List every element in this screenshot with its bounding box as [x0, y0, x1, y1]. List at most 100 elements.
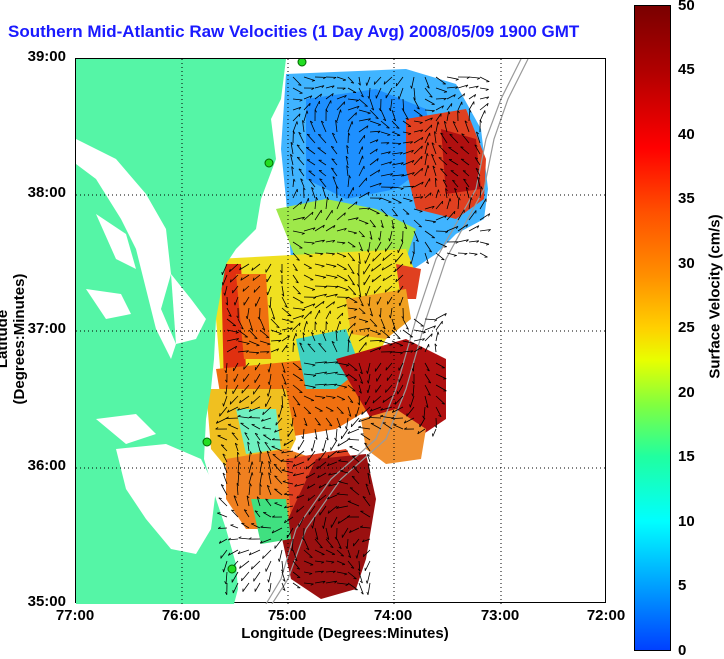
current-arrow-head	[380, 407, 383, 411]
current-arrow-head	[355, 555, 358, 559]
current-arrow-head	[394, 401, 397, 405]
current-arrow	[314, 85, 325, 89]
current-arrow-head	[221, 282, 224, 286]
current-arrow	[367, 454, 371, 463]
current-arrow-head	[353, 316, 357, 319]
current-arrow-head	[400, 162, 404, 165]
current-arrow	[435, 373, 447, 380]
current-arrow	[292, 121, 298, 133]
current-arrow	[370, 423, 382, 430]
current-arrow	[248, 461, 253, 474]
current-arrow	[303, 95, 313, 100]
current-arrow-head	[358, 419, 361, 422]
current-arrow-head	[319, 178, 323, 181]
colorbar-tick: 35	[678, 190, 695, 207]
current-arrow	[366, 571, 371, 584]
current-arrow-head	[373, 325, 378, 327]
current-arrow-head	[325, 321, 329, 325]
current-arrow	[231, 432, 239, 441]
current-arrow-head	[218, 540, 222, 544]
current-arrow	[335, 428, 338, 441]
current-arrow-head	[367, 191, 370, 195]
current-arrow	[292, 178, 295, 188]
current-arrow	[264, 442, 272, 452]
current-arrow	[347, 582, 358, 591]
current-arrow	[218, 527, 228, 529]
current-arrow-head	[236, 482, 240, 486]
current-arrow	[239, 263, 250, 271]
current-arrow-head	[351, 259, 355, 262]
current-arrow-head	[301, 233, 305, 235]
current-arrow	[303, 560, 314, 566]
current-arrow-head	[351, 272, 355, 275]
current-arrow-head	[248, 537, 252, 540]
current-arrow	[443, 121, 448, 133]
current-arrow	[435, 200, 444, 210]
current-arrow	[380, 415, 393, 419]
current-arrow	[347, 560, 355, 569]
current-arrow-head	[280, 405, 284, 409]
current-arrow	[385, 362, 393, 371]
current-arrow	[452, 121, 459, 133]
current-arrow-head	[422, 331, 426, 334]
current-arrow-head	[325, 437, 329, 441]
current-arrow	[479, 110, 486, 122]
current-arrow	[274, 502, 283, 507]
current-arrow	[417, 428, 426, 435]
current-arrow-head	[299, 99, 303, 102]
current-arrow-head	[354, 322, 356, 326]
current-arrow-head	[315, 197, 318, 201]
current-arrow-head	[218, 497, 222, 499]
current-arrow	[292, 582, 301, 589]
current-arrow	[337, 516, 349, 524]
current-arrow-head	[348, 555, 351, 559]
current-arrow	[292, 549, 298, 562]
current-arrow	[303, 549, 313, 558]
current-arrow	[222, 472, 228, 485]
current-arrow	[390, 98, 393, 111]
current-arrow	[248, 318, 253, 331]
current-arrow-head	[371, 279, 374, 283]
current-arrow	[402, 197, 413, 202]
current-arrow	[317, 147, 327, 155]
current-arrow	[325, 395, 336, 398]
current-arrow-head	[377, 130, 381, 134]
current-arrow-head	[362, 312, 366, 314]
current-arrow-head	[373, 290, 376, 294]
current-arrow	[336, 76, 347, 81]
current-arrow	[292, 333, 297, 342]
current-arrow	[438, 145, 448, 155]
current-arrow	[431, 154, 437, 166]
current-arrow	[474, 144, 481, 155]
current-arrow-head	[441, 105, 444, 109]
current-arrow	[259, 329, 270, 338]
current-arrow-head	[359, 580, 363, 584]
current-arrow-head	[474, 94, 477, 98]
current-arrow-head	[283, 382, 287, 385]
current-arrow-head	[348, 175, 351, 179]
current-arrow-head	[259, 450, 263, 454]
current-arrow-head	[359, 525, 364, 528]
current-arrow	[252, 274, 261, 281]
current-arrow	[325, 197, 328, 210]
current-arrow	[262, 427, 272, 430]
current-arrow	[398, 87, 404, 100]
current-arrow-head	[453, 255, 457, 257]
current-arrow-head	[474, 144, 478, 147]
current-arrow-head	[360, 95, 364, 98]
current-arrow	[457, 84, 469, 89]
current-arrow	[457, 252, 468, 254]
current-arrow-head	[261, 461, 264, 465]
current-arrow-head	[334, 383, 338, 387]
current-arrow	[325, 293, 338, 298]
current-arrow-head	[378, 314, 381, 318]
current-arrow	[413, 329, 426, 333]
current-arrow-head	[290, 321, 294, 324]
current-arrow-head	[379, 182, 382, 186]
current-arrow	[314, 209, 322, 221]
x-tick-label: 77:00	[55, 607, 95, 624]
current-arrow	[307, 494, 316, 502]
current-arrow-head	[438, 157, 442, 159]
current-arrow	[251, 560, 261, 570]
current-arrow	[281, 560, 284, 573]
